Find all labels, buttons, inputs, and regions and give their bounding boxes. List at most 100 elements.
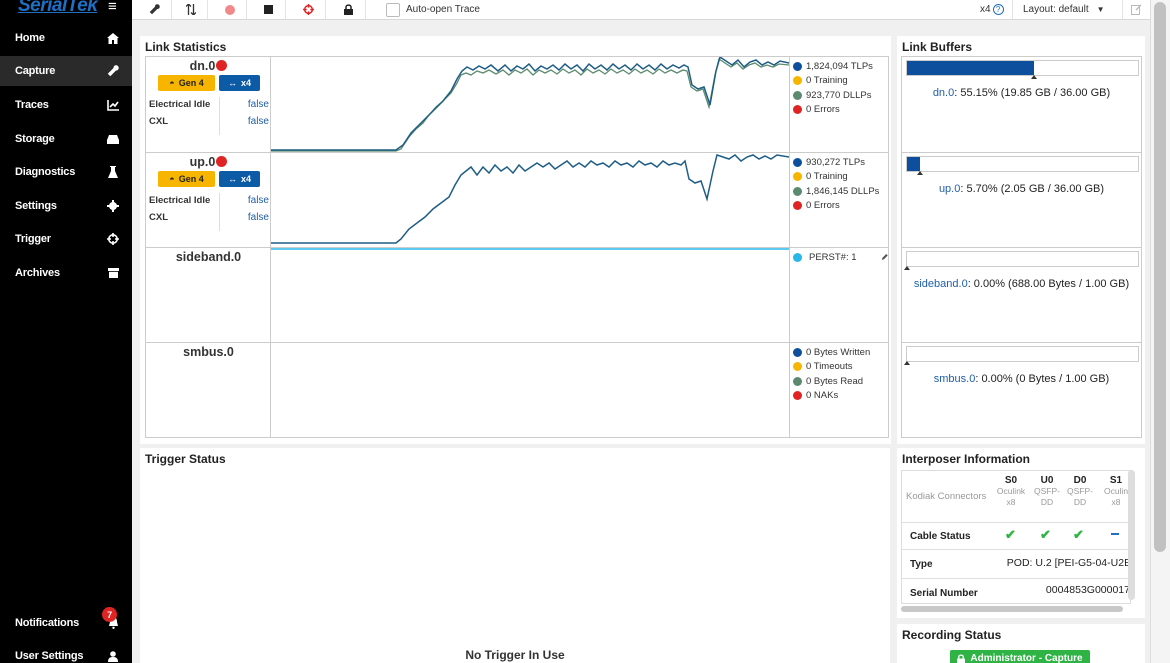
link-buffers-title: Link Buffers [902,40,973,54]
auto-open-trace-toggle[interactable]: Auto-open Trace [386,0,480,19]
sort-button[interactable] [174,0,208,19]
sidebar-item-settings[interactable]: Settings [0,191,132,221]
legend-naks: 0 NAKs [790,389,888,404]
link-legend: 930,272 TLPs 0 Training 1,846,145 DLLPs … [789,153,888,247]
link-row-dn: dn.0 ◓ Gen 4 ↔ x4 Electrical Idle false CX… [146,57,888,153]
link-row-up: up.0 ◓ Gen 4 ↔ x4 Electrical Idle false CX… [146,153,888,248]
cxl-value: false [247,116,269,127]
layout-dropdown[interactable]: Layout: default ▼ [1012,0,1105,19]
legend-bytes-written: 0 Bytes Written [790,345,888,360]
link-traffic-graph [271,154,789,244]
lock-icon [957,653,966,663]
speedometer-icon: ◓ [169,78,175,88]
link-buffers-panel: Link Buffers [897,36,1145,444]
link-legend: PERST#: 1 [789,248,888,342]
serial-number-label: Serial Number [910,588,978,599]
buffer-marker [904,361,910,365]
buffer-bar [906,346,1139,362]
arrows-horizontal-icon: ↔ [227,174,237,184]
electrical-idle-value: false [247,99,269,110]
sidebar-item-storage[interactable]: Storage [0,124,132,154]
sidebar-item-label: User Settings [15,650,84,662]
link-traffic-graph [271,57,789,152]
cxl-value: false [247,212,269,223]
drive-icon [106,132,120,146]
lock-button[interactable] [332,0,366,19]
sidebar-item-home[interactable]: Home [0,23,132,53]
trigger-status-title: Trigger Status [145,452,226,466]
legend-dllps: 1,846,145 DLLPs [790,184,888,199]
buffer-row: up.0: 5.70% (2.05 GB / 36.00 GB) [902,153,1141,248]
logo[interactable]: SerialTek [0,0,132,20]
sideband-graph [271,248,789,250]
lane-width-selector[interactable]: x4 ? [980,0,1004,19]
wrench-icon [149,4,160,15]
buffer-text: sideband.0: 0.00% (688.00 Bytes / 1.00 G… [913,278,1130,290]
page-scrollbar[interactable] [1150,0,1170,663]
sidebar-item-diagnostics[interactable]: Diagnostics [0,157,132,187]
link-name: up.0 [146,155,271,169]
link-info: sideband.0 [146,248,271,342]
interposer-info-panel: Interposer Information Kodiak Connectors… [897,448,1145,618]
type-value: POD: U.2 [PEI-G5-04-U2E] [1006,557,1131,569]
legend-dllps: 923,770 DLLPs [790,88,888,103]
configure-button[interactable] [138,0,172,19]
sidebar-item-trigger[interactable]: Trigger [0,224,132,254]
hamburger-menu-icon[interactable]: ≡ [108,0,117,15]
sidebar-item-notifications[interactable]: Notifications 7 [0,607,132,638]
legend-perst: PERST#: 1 [790,250,888,265]
connector-col-s1: S1 Oculin x8 [1103,475,1129,507]
kodiak-connectors-label: Kodiak Connectors [906,491,987,502]
sidebar-item-label: Trigger [15,233,51,245]
notification-count-badge: 7 [102,607,117,622]
caret-down-icon: ▼ [1096,5,1105,14]
buffer-text: dn.0: 55.15% (19.85 GB / 36.00 GB) [932,87,1111,99]
electrical-idle-label: Electrical Idle [149,99,211,110]
trigger-target-button[interactable] [292,0,326,19]
legend-training: 0 Training [790,170,888,185]
buffer-row: smbus.0: 0.00% (0 Bytes / 1.00 GB) [902,343,1141,437]
interposer-horizontal-scrollbar[interactable] [901,606,1123,612]
lane-width-value: x4 [980,4,991,15]
crosshair-icon [106,232,120,246]
pencil-icon[interactable] [881,252,888,262]
user-icon [106,649,120,663]
legend-bytes-read: 0 Bytes Read [790,374,888,389]
sidebar-item-label: Storage [15,133,55,145]
legend-tlps: 930,272 TLPs [790,155,888,170]
divider [902,549,1130,550]
sidebar-item-traces[interactable]: Traces [0,90,132,120]
cxl-label: CXL [149,116,168,127]
administrator-capture-button[interactable]: Administrator - Capture [950,650,1090,663]
link-statistics-grid: dn.0 ◓ Gen 4 ↔ x4 Electrical Idle false CX… [145,56,889,438]
buffer-bar [906,156,1139,172]
record-icon [224,4,235,15]
link-status-dot [216,60,228,71]
stop-button[interactable] [252,0,286,19]
buffer-row: sideband.0: 0.00% (688.00 Bytes / 1.00 G… [902,248,1141,343]
archive-icon [106,266,120,280]
sidebar-item-label: Notifications [15,617,80,629]
no-trigger-message: No Trigger In Use [465,648,565,662]
sidebar-item-archives[interactable]: Archives [0,258,132,288]
home-icon [106,31,120,45]
page-scrollbar-thumb[interactable] [1154,2,1166,552]
help-icon[interactable]: ? [992,4,1004,15]
arrows-horizontal-icon: ↔ [227,78,237,88]
sidebar-item-user-settings[interactable]: User Settings [0,641,132,663]
legend-tlps: 1,824,094 TLPs [790,59,888,74]
layout-value: Layout: default [1023,4,1089,15]
sidebar-item-capture[interactable]: Capture [0,56,132,86]
bell-icon: 7 [102,607,120,630]
buffer-text: up.0: 5.70% (2.05 GB / 36.00 GB) [938,183,1105,195]
interposer-vertical-scrollbar[interactable] [1128,470,1135,600]
sort-icon [185,4,196,15]
flask-icon [106,165,120,179]
record-button[interactable] [213,0,247,19]
link-row-smbus: smbus.0 0 Bytes Written 0 Timeouts 0 Byt… [146,343,888,437]
gear-icon [106,199,120,213]
auto-open-trace-checkbox[interactable] [386,2,400,17]
edit-layout-button[interactable] [1122,0,1150,19]
connector-col-u0: U0 QSFP- DD [1034,475,1060,507]
crosshair-icon [303,4,314,15]
